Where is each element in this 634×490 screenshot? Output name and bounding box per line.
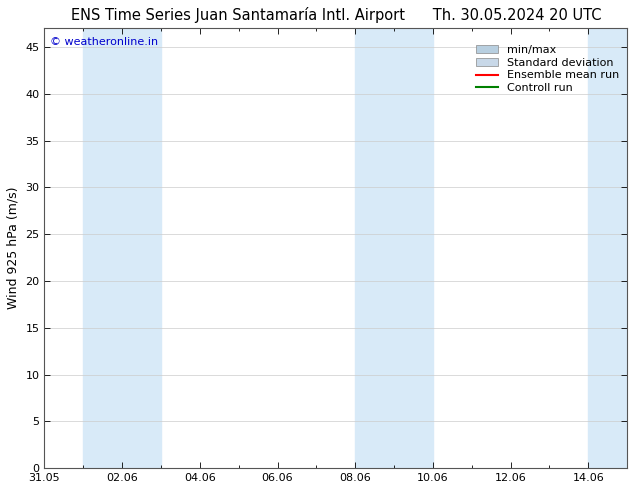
Legend: min/max, Standard deviation, Ensemble mean run, Controll run: min/max, Standard deviation, Ensemble me…	[474, 43, 621, 96]
Y-axis label: Wind 925 hPa (m/s): Wind 925 hPa (m/s)	[7, 187, 20, 310]
Title: ENS Time Series Juan Santamaría Intl. Airport      Th. 30.05.2024 20 UTC: ENS Time Series Juan Santamaría Intl. Ai…	[70, 7, 601, 23]
Text: © weatheronline.in: © weatheronline.in	[50, 37, 158, 47]
Bar	[83, 28, 161, 468]
Bar	[588, 28, 634, 468]
Bar	[355, 28, 433, 468]
